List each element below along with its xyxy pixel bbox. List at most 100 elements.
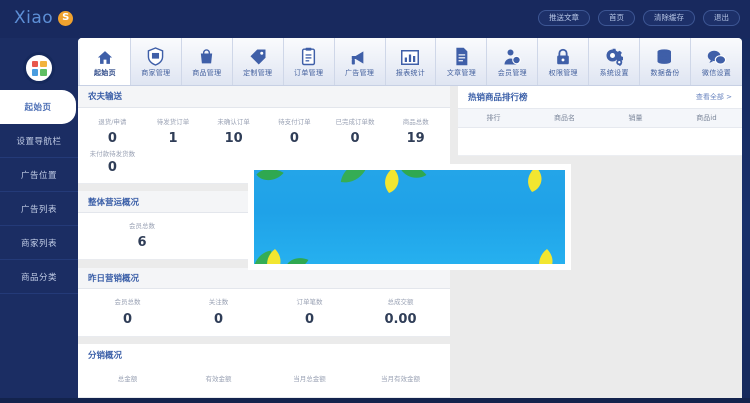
stat-dist-month-total: 当月总金额 (264, 375, 355, 388)
push-article-button[interactable]: 推送文章 (538, 10, 590, 26)
stat-label: 当月总金额 (293, 374, 326, 383)
tab-label: 商品管理 (192, 68, 222, 77)
stat-value: 0 (107, 130, 117, 146)
column-sales: 销量 (628, 114, 643, 122)
distribution-stats-row: 总金额 有效金额 当月总金额 当月有效金额 (78, 366, 450, 398)
tab-merchant-management[interactable]: 商家管理 (131, 38, 182, 85)
leaf-icon (284, 253, 309, 264)
promo-banner-container[interactable] (248, 164, 571, 270)
document-icon (454, 46, 469, 66)
sidebar-item-ad-list[interactable]: 广告列表 (0, 192, 78, 226)
top-bar: Xiao S 推送文章 首页 清除缓存 退出 (0, 0, 750, 38)
sidebar-item-merchant-list[interactable]: 商家列表 (0, 226, 78, 260)
stat-dist-total-amount: 总金额 (82, 375, 173, 388)
brand-logo[interactable]: Xiao S (14, 8, 74, 28)
user-check-icon (503, 46, 522, 66)
stat-label: 待发货订单 (156, 117, 190, 126)
column-product-name: 商品名 (554, 114, 575, 122)
tab-label: 起始页 (94, 68, 116, 77)
sidebar-item-nav-settings[interactable]: 设置导航栏 (0, 124, 78, 158)
ranking-header: 热销商品排行榜 查看全部 > (458, 86, 742, 108)
column-rank: 排行 (486, 114, 501, 122)
stat-label: 会员总数 (114, 298, 141, 307)
tab-permission-management[interactable]: 权限管理 (538, 38, 590, 85)
tab-label: 广告管理 (344, 68, 375, 77)
leaf-icon (336, 170, 375, 188)
stat-pending-shipment: 待发货订单 1 (143, 118, 204, 175)
tab-system-settings[interactable]: 系统设置 (589, 38, 641, 85)
leaf-icon (535, 248, 559, 264)
stat-dist-month-valid: 当月有效金额 (355, 375, 446, 388)
stat-label: 会员总数 (129, 222, 156, 231)
tab-data-backup[interactable]: 数据备份 (640, 38, 692, 85)
database-icon (656, 46, 674, 66)
stat-value: 6 (137, 235, 147, 251)
stat-unconfirmed-order: 未确认订单 10 (203, 118, 264, 175)
stat-label: 关注数 (208, 298, 229, 307)
brand-name: Xiao (14, 8, 54, 28)
section-title-farmer: 农夫输送 (78, 86, 450, 108)
avatar[interactable] (23, 52, 55, 84)
tab-report-statistics[interactable]: 报表统计 (386, 38, 437, 85)
tab-label: 商家管理 (141, 68, 171, 77)
stat-pending-payment: 待支付订单 0 (264, 118, 325, 175)
sidebar-item-start-page[interactable]: 起始页 (0, 90, 76, 124)
column-product-id: 商品id (696, 114, 717, 122)
tab-label: 会员管理 (497, 68, 527, 77)
tab-label: 报表统计 (395, 68, 426, 77)
tab-label: 系统设置 (599, 68, 629, 77)
view-all-link[interactable]: 查看全部 > (695, 93, 732, 101)
yesterday-stats-row: 会员总数 0 关注数 0 订单笔数 0 总成交额 0.00 (78, 289, 450, 337)
stat-value: 19 (406, 130, 425, 146)
content-panel: 起始页 商家管理 商品管理 (78, 38, 742, 398)
home-button[interactable]: 首页 (598, 10, 635, 26)
leaf-icon (395, 170, 428, 188)
stat-label: 总成交额 (387, 298, 414, 307)
ranking-table-body (458, 128, 742, 156)
sidebar-menu: 起始页 设置导航栏 广告位置 广告列表 商家列表 商品分类 (0, 90, 78, 294)
section-divider (78, 336, 450, 345)
stat-refund-application: 退货/申请 0 未付款待发货数 0 (82, 118, 143, 175)
shield-shop-icon (147, 46, 164, 66)
tab-product-management[interactable]: 商品管理 (182, 38, 233, 85)
tab-article-management[interactable]: 文章管理 (436, 38, 488, 85)
tab-start-page[interactable]: 起始页 (80, 38, 131, 85)
tab-member-management[interactable]: 会员管理 (487, 38, 539, 85)
promo-banner-image (254, 170, 565, 264)
tab-label: 订单管理 (294, 68, 324, 77)
tab-wechat-settings[interactable]: 微信设置 (691, 38, 742, 85)
leaf-icon (254, 170, 285, 191)
section-title-yesterday: 昨日营销概况 (78, 267, 450, 290)
tag-icon (249, 46, 267, 66)
tab-custom-management[interactable]: 定制管理 (233, 38, 284, 85)
home-icon (96, 46, 114, 66)
sidebar-item-ad-position[interactable]: 广告位置 (0, 158, 78, 192)
stat-value: 0 (289, 130, 299, 146)
stat-label-secondary: 未付款待发货数 (89, 149, 136, 158)
logout-button[interactable]: 退出 (703, 10, 740, 26)
tab-label: 数据备份 (650, 68, 680, 77)
leaf-icon (525, 170, 547, 193)
stat-dist-valid-amount: 有效金额 (173, 375, 264, 388)
wechat-icon (707, 46, 727, 66)
stat-label: 未确认订单 (217, 117, 250, 126)
tab-label: 微信设置 (701, 68, 732, 77)
top-bar-actions: 推送文章 首页 清除缓存 退出 (538, 10, 740, 26)
tab-order-management[interactable]: 订单管理 (284, 38, 335, 85)
main-nav-tabs: 起始页 商家管理 商品管理 (78, 38, 742, 86)
bar-chart-icon (401, 46, 420, 66)
stat-yesterday-members: 会员总数 0 (82, 298, 173, 326)
sidebar: 起始页 设置导航栏 广告位置 广告列表 商家列表 商品分类 (0, 38, 78, 398)
sidebar-item-product-category[interactable]: 商品分类 (0, 260, 78, 294)
megaphone-icon (350, 46, 369, 66)
lock-icon (555, 46, 571, 66)
tab-ad-management[interactable]: 广告管理 (335, 38, 386, 85)
tab-label: 权限管理 (548, 68, 578, 77)
stat-label: 退货/申请 (98, 117, 127, 126)
leaf-icon (264, 248, 286, 264)
stat-value-secondary: 0 (107, 159, 117, 175)
stat-value: 0 (350, 130, 360, 146)
tab-label: 文章管理 (446, 68, 477, 77)
clear-cache-button[interactable]: 清除缓存 (643, 10, 695, 26)
